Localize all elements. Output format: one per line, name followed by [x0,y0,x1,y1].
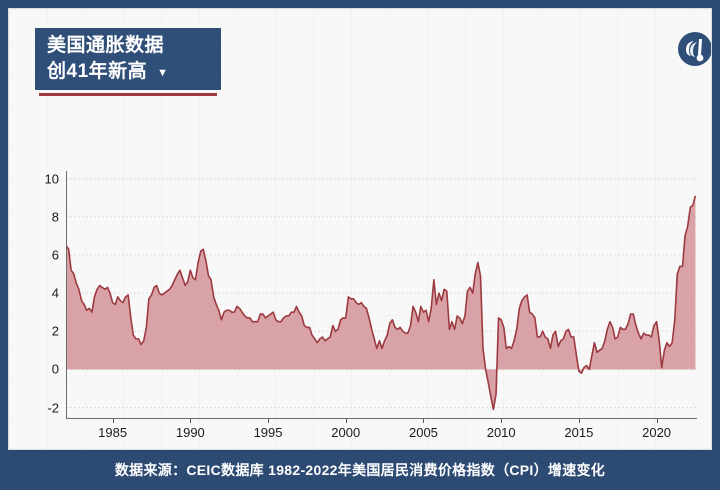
publisher-logo-icon [677,31,711,67]
y-tick-label: 4 [51,285,59,301]
x-tick-label: 1995 [253,425,283,440]
x-tick-mark [578,419,580,423]
x-tick-mark [190,419,192,423]
y-axis-line [66,171,67,419]
x-tick-label: 1985 [98,425,128,440]
x-tick-mark [112,419,114,423]
x-axis-line [66,418,697,419]
x-tick-label: 2000 [331,425,361,440]
y-tick-label: -2 [47,400,59,416]
cpi-area-series [66,178,697,411]
x-tick-mark [268,419,270,423]
x-tick-mark [656,419,658,423]
title-underline-rule [39,93,217,96]
x-tick-mark [501,419,503,423]
content-canvas: 美国通胀数据 创41年新高 ▼ -2 0 2 4 6 8 10 198 [8,8,712,450]
x-tick-mark [345,419,347,423]
y-tick-label: 0 [51,361,59,377]
y-tick-label: 2 [51,323,59,339]
y-tick-label: 8 [51,209,59,225]
title-line-2-wrap: 创41年新高 ▼ [47,59,221,85]
x-tick-label: 2005 [408,425,438,440]
x-tick-label: 2015 [564,425,594,440]
cpi-chart: -2 0 2 4 6 8 10 1985 1990 1995 2000 2005 2010 2015 20… [25,159,705,440]
x-tick-label: 1990 [175,425,205,440]
plot-area: -2 0 2 4 6 8 10 1985 1990 1995 2000 2005 2010 2015 20… [45,171,697,440]
x-tick-label: 2010 [486,425,516,440]
chevron-down-icon: ▼ [157,67,169,79]
y-tick-label: 6 [51,247,59,263]
source-caption: 数据来源：CEIC数据库 1982-2022年美国居民消费价格指数（CPI）增速… [114,462,606,478]
y-tick-label: 10 [44,171,59,187]
title-line-1: 美国通胀数据 [47,35,165,56]
source-footer-bar: 数据来源：CEIC数据库 1982-2022年美国居民消费价格指数（CPI）增速… [0,450,720,490]
x-tick-label: 2020 [642,425,672,440]
title-block: 美国通胀数据 创41年新高 ▼ [35,28,221,90]
x-tick-mark [423,419,425,423]
title-line-2: 创41年新高 [47,61,148,82]
